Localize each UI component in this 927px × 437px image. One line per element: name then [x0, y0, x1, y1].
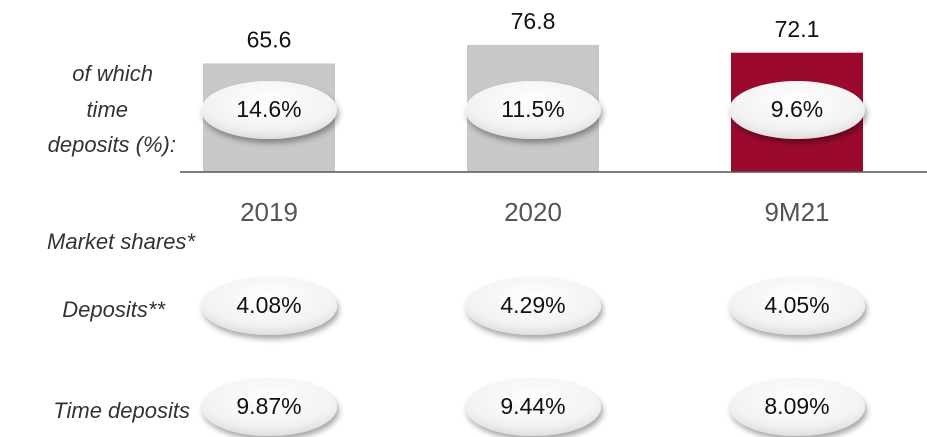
pill-label: 11.5% — [501, 96, 565, 122]
pill-label: 4.08% — [236, 292, 301, 318]
pill — [465, 378, 601, 436]
pill — [201, 81, 337, 139]
pill-label: 8.09% — [764, 393, 829, 419]
pill — [465, 81, 601, 139]
pill — [465, 277, 601, 335]
row-label: Deposits** — [62, 297, 166, 322]
pill — [201, 378, 337, 436]
pill — [729, 378, 865, 436]
x-tick-label: 2020 — [504, 197, 562, 227]
x-tick-label: 9M21 — [764, 197, 829, 227]
value-label: 72.1 — [775, 16, 820, 42]
section-title: Market shares* — [47, 229, 196, 254]
inner-label: time — [86, 97, 128, 122]
inner-label: deposits (%): — [48, 132, 176, 157]
pill-label: 4.29% — [500, 292, 565, 318]
row-label: Time deposits — [53, 398, 190, 423]
pill — [729, 277, 865, 335]
inner-label: of which — [72, 61, 153, 86]
pill — [201, 277, 337, 335]
pill-label: 14.6% — [236, 96, 301, 122]
x-tick-label: 2019 — [240, 197, 298, 227]
pill-label: 9.87% — [236, 393, 301, 419]
pill — [729, 81, 865, 139]
pill-label: 9.6% — [771, 96, 823, 122]
pill-label: 4.05% — [764, 292, 829, 318]
value-label: 76.8 — [511, 8, 556, 34]
pill-label: 9.44% — [500, 393, 565, 419]
value-label: 65.6 — [247, 27, 292, 53]
